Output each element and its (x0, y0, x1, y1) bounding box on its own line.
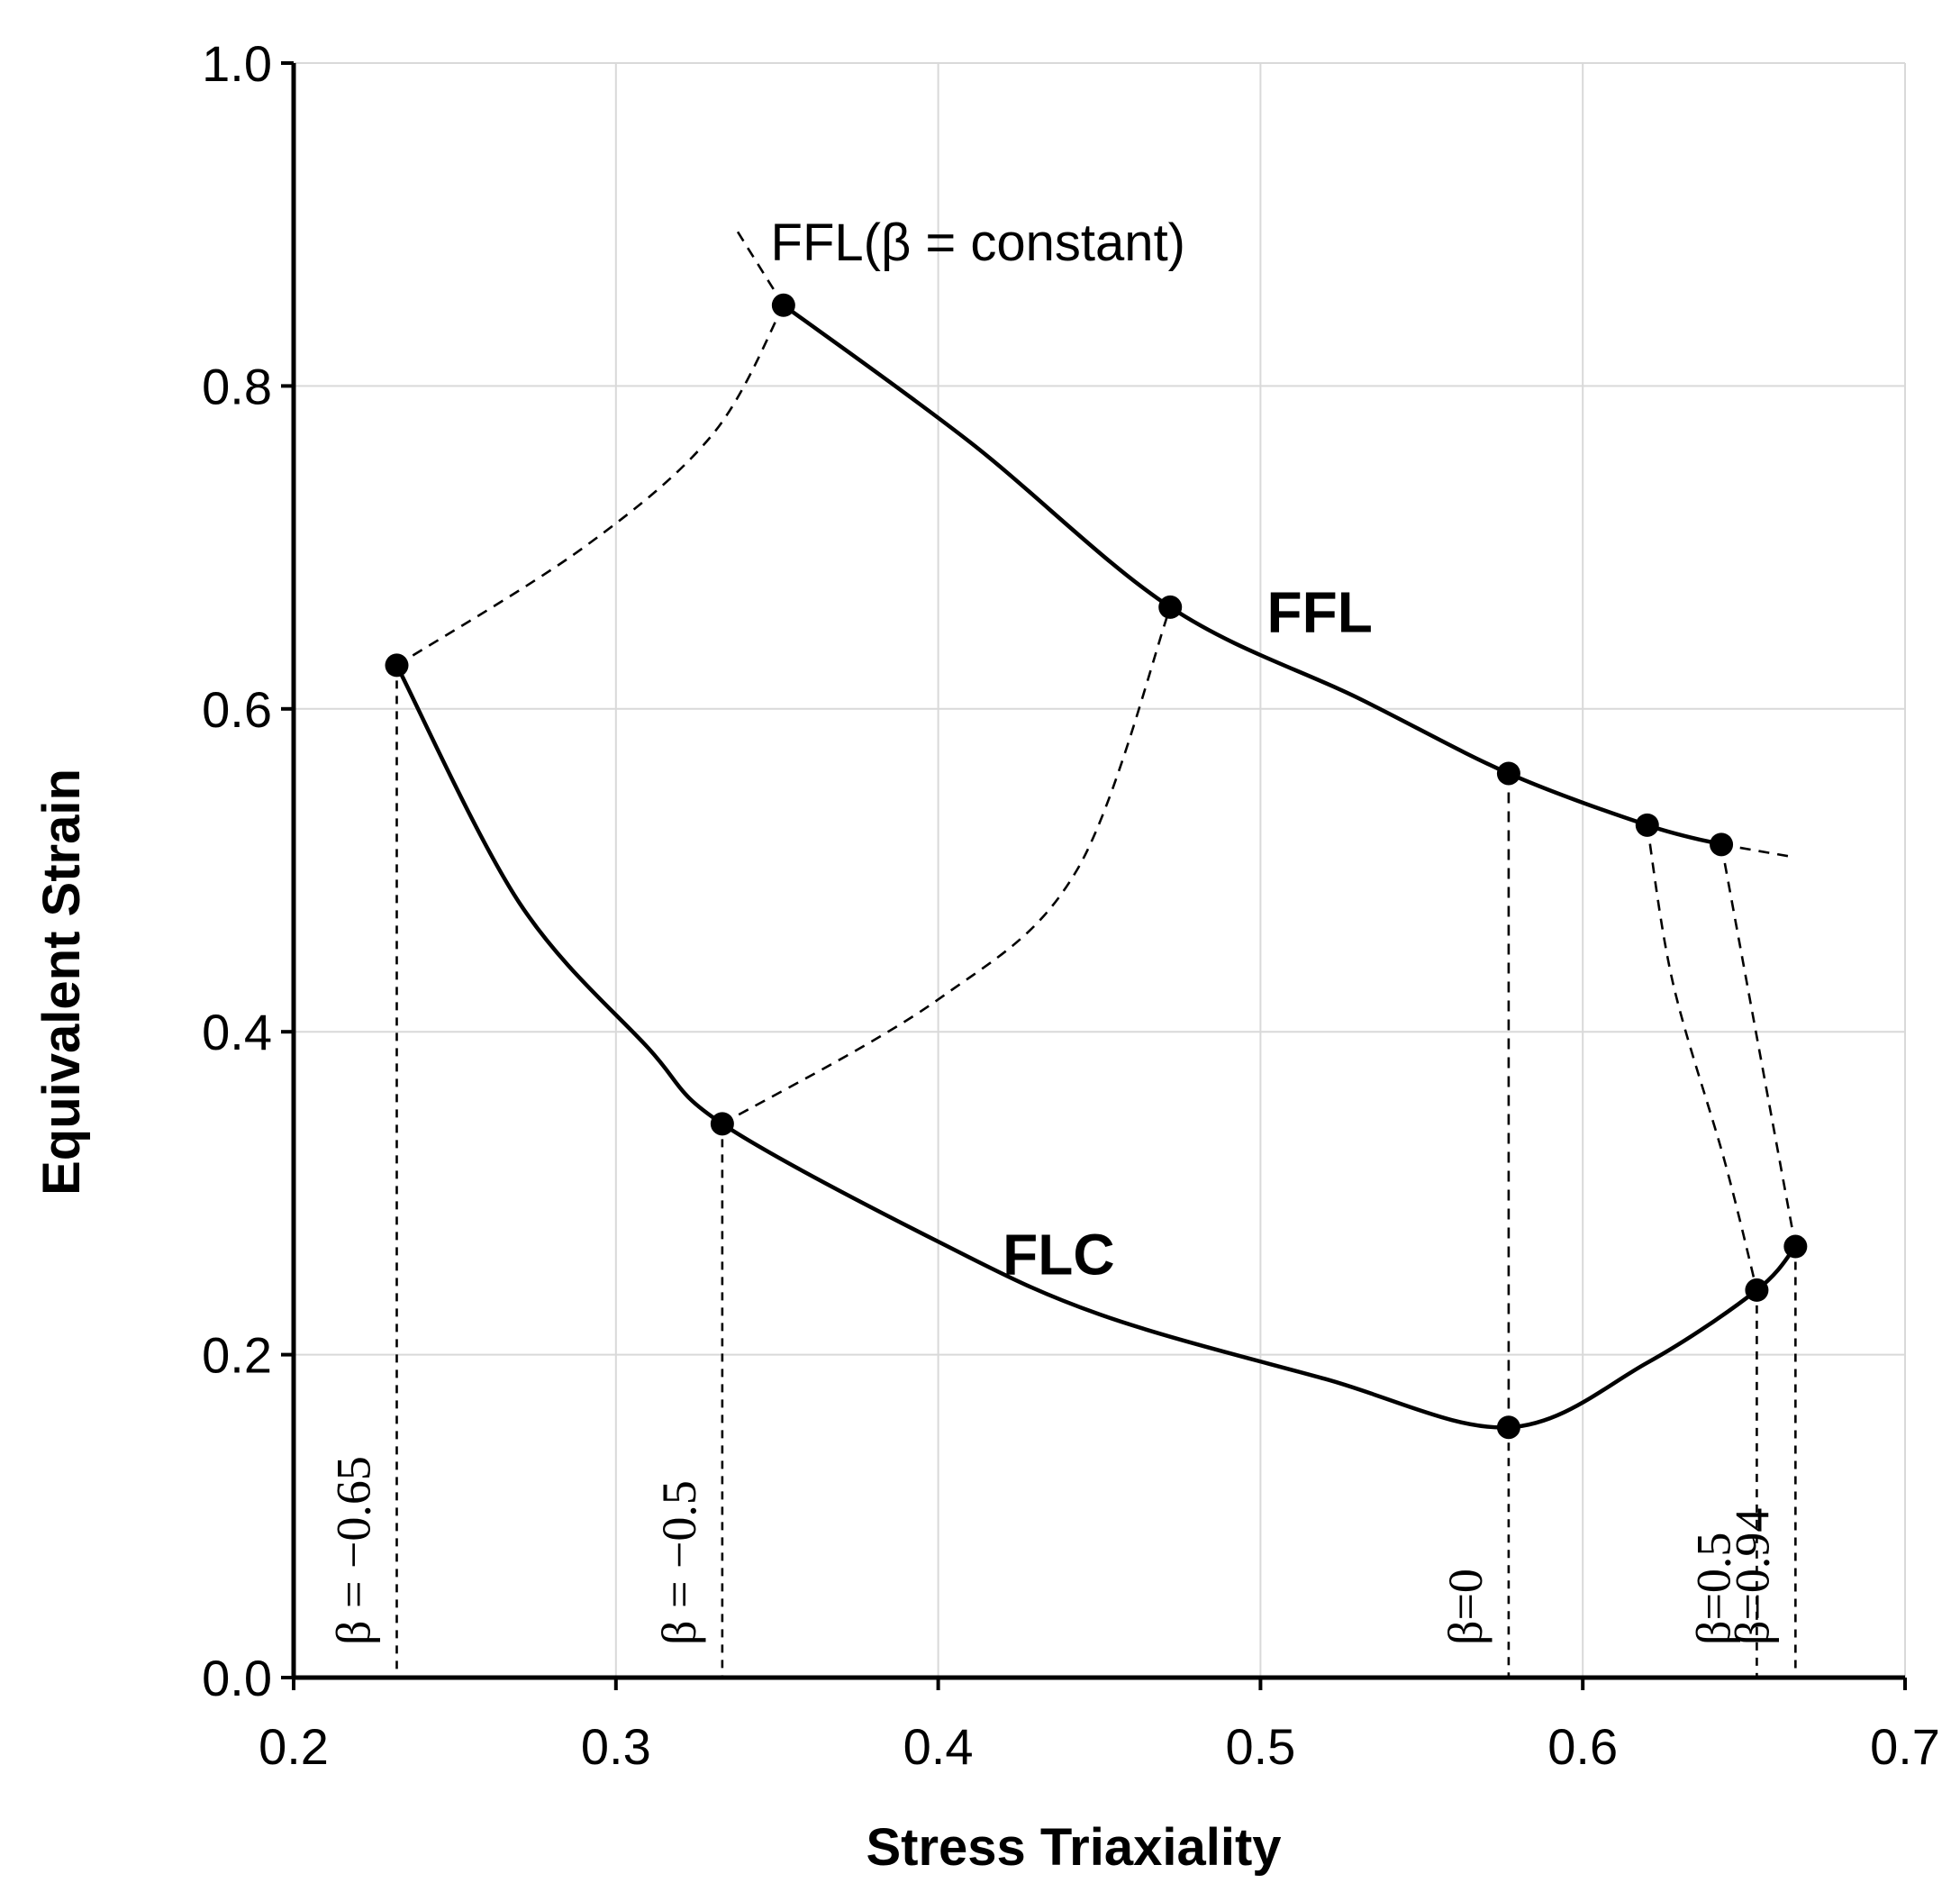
y-axis-title: Equivalent Strain (32, 769, 91, 1196)
series-line-ffl-constant-extension (734, 227, 785, 306)
series-line-ffl (782, 303, 1722, 847)
data-point-flc (385, 653, 409, 678)
y-tick-label: 0.8 (202, 358, 272, 414)
beta-label-0-65: β = −0.65 (326, 1456, 380, 1645)
series-line-0-65-path (395, 305, 785, 667)
y-tick-label: 0.4 (202, 1004, 272, 1060)
series-line-0-5-path (721, 606, 1172, 1125)
drop-lines (395, 665, 1797, 1678)
x-tick-label: 0.6 (1547, 1718, 1618, 1775)
data-point-ffl (1710, 832, 1734, 857)
data-point-flc (1783, 1234, 1808, 1259)
annotation-flc: FLC (1003, 1222, 1114, 1287)
x-tick-label: 0.4 (903, 1718, 974, 1775)
data-point-flc (1745, 1278, 1769, 1302)
beta-label-0-5: β=0.5 (1686, 1533, 1740, 1645)
x-axis-title: Stress Triaxiality (866, 1818, 1281, 1877)
y-tick-label: 0.6 (202, 681, 272, 738)
annotation-ffl: FFL (1267, 579, 1373, 644)
y-tick-label: 1.0 (202, 35, 272, 92)
axes (291, 63, 1905, 1680)
data-point-ffl (771, 293, 795, 317)
x-tick-label: 0.5 (1225, 1718, 1295, 1775)
series-line-0-94-path (1720, 844, 1797, 1247)
markers (385, 293, 1808, 1440)
labels: β = −0.65 β = −0.5 β=0 β=0.5β=0.94 FFL(β = c… (326, 214, 1779, 1645)
x-tick-label: 0.2 (259, 1718, 329, 1775)
data-point-ffl (1635, 813, 1659, 837)
x-tick-label: 0.7 (1870, 1718, 1940, 1775)
annotation-ffl-constant: FFL(β = constant) (771, 214, 1185, 272)
data-point-flc (710, 1112, 734, 1136)
grid (294, 62, 1906, 1678)
beta-label-0-94: β=0.94 (1725, 1508, 1779, 1645)
curves (395, 227, 1798, 1430)
y-tick-label: 0.0 (202, 1650, 272, 1706)
y-tick-label: 0.2 (202, 1327, 272, 1384)
x-tick-label: 0.3 (581, 1718, 651, 1775)
data-point-ffl (1496, 761, 1520, 786)
data-point-flc (1496, 1415, 1520, 1440)
series-line-ffl-extension (1720, 843, 1796, 859)
beta-label-0-5: β = −0.5 (652, 1480, 706, 1645)
data-point-ffl (1158, 595, 1183, 619)
series-line-0-5-path (1646, 824, 1758, 1291)
tick-labels: 0.2 0.3 0.4 0.5 0.6 0.7 0.0 0.2 0.4 0.6 0.8 1.0 (202, 35, 1940, 1775)
beta-label-0: β=0 (1438, 1569, 1493, 1645)
series-line-flc (395, 664, 1798, 1430)
